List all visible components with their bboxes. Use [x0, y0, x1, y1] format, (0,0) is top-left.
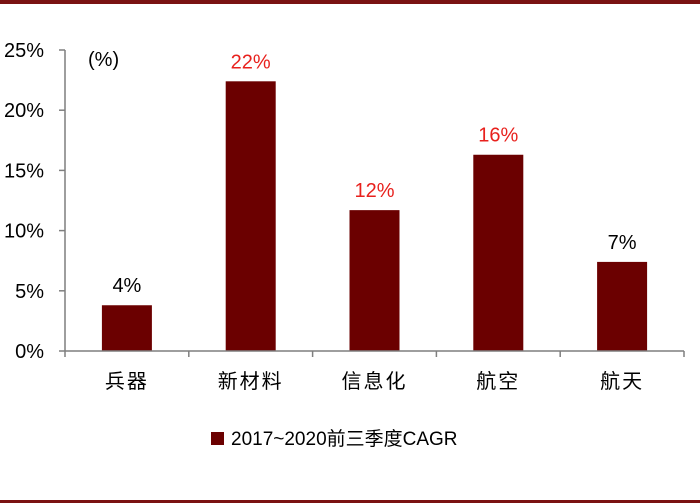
x-tick-label: 兵器 [105, 370, 149, 393]
top-rule [0, 0, 700, 4]
legend-label: 2017~2020前三季度CAGR [231, 428, 458, 450]
y-axis-labels: 0% 5% 10% 15% 20% 25% [4, 40, 44, 363]
x-tick-label: 航天 [600, 370, 644, 393]
y-tick-label: 20% [4, 100, 44, 122]
x-tick-label: 新材料 [218, 370, 284, 393]
x-tick-label: 信息化 [342, 370, 408, 393]
bar [225, 81, 276, 351]
bar [349, 210, 400, 351]
bar [597, 261, 648, 351]
y-tick-label: 10% [4, 221, 44, 243]
legend: 2017~2020前三季度CAGR [211, 428, 458, 450]
data-label: 4% [112, 275, 141, 297]
data-label: 16% [478, 125, 518, 147]
y-tick-label: 15% [4, 160, 44, 182]
x-tick-label: 航空 [476, 370, 520, 393]
y-tick-label: 25% [4, 40, 44, 62]
y-tick-label: 5% [15, 281, 44, 303]
bar [101, 305, 152, 351]
unit-label: (%) [88, 49, 119, 71]
y-tick-label: 0% [15, 341, 44, 363]
x-axis-labels: 兵器 新材料 信息化 航空 航天 [105, 370, 644, 393]
data-label: 12% [354, 180, 394, 202]
bar [473, 154, 524, 351]
data-label: 22% [231, 51, 271, 73]
bottom-rule [0, 500, 700, 503]
legend-swatch [211, 432, 224, 445]
bars [101, 81, 648, 351]
data-labels: 4% 22% 12% 16% 7% [112, 51, 636, 297]
data-label: 7% [608, 232, 637, 254]
y-axis-ticks [59, 49, 685, 357]
